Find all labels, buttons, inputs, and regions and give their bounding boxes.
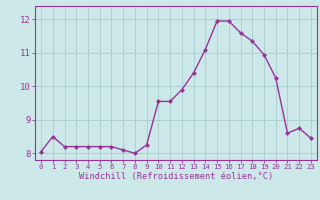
X-axis label: Windchill (Refroidissement éolien,°C): Windchill (Refroidissement éolien,°C) bbox=[79, 172, 273, 181]
